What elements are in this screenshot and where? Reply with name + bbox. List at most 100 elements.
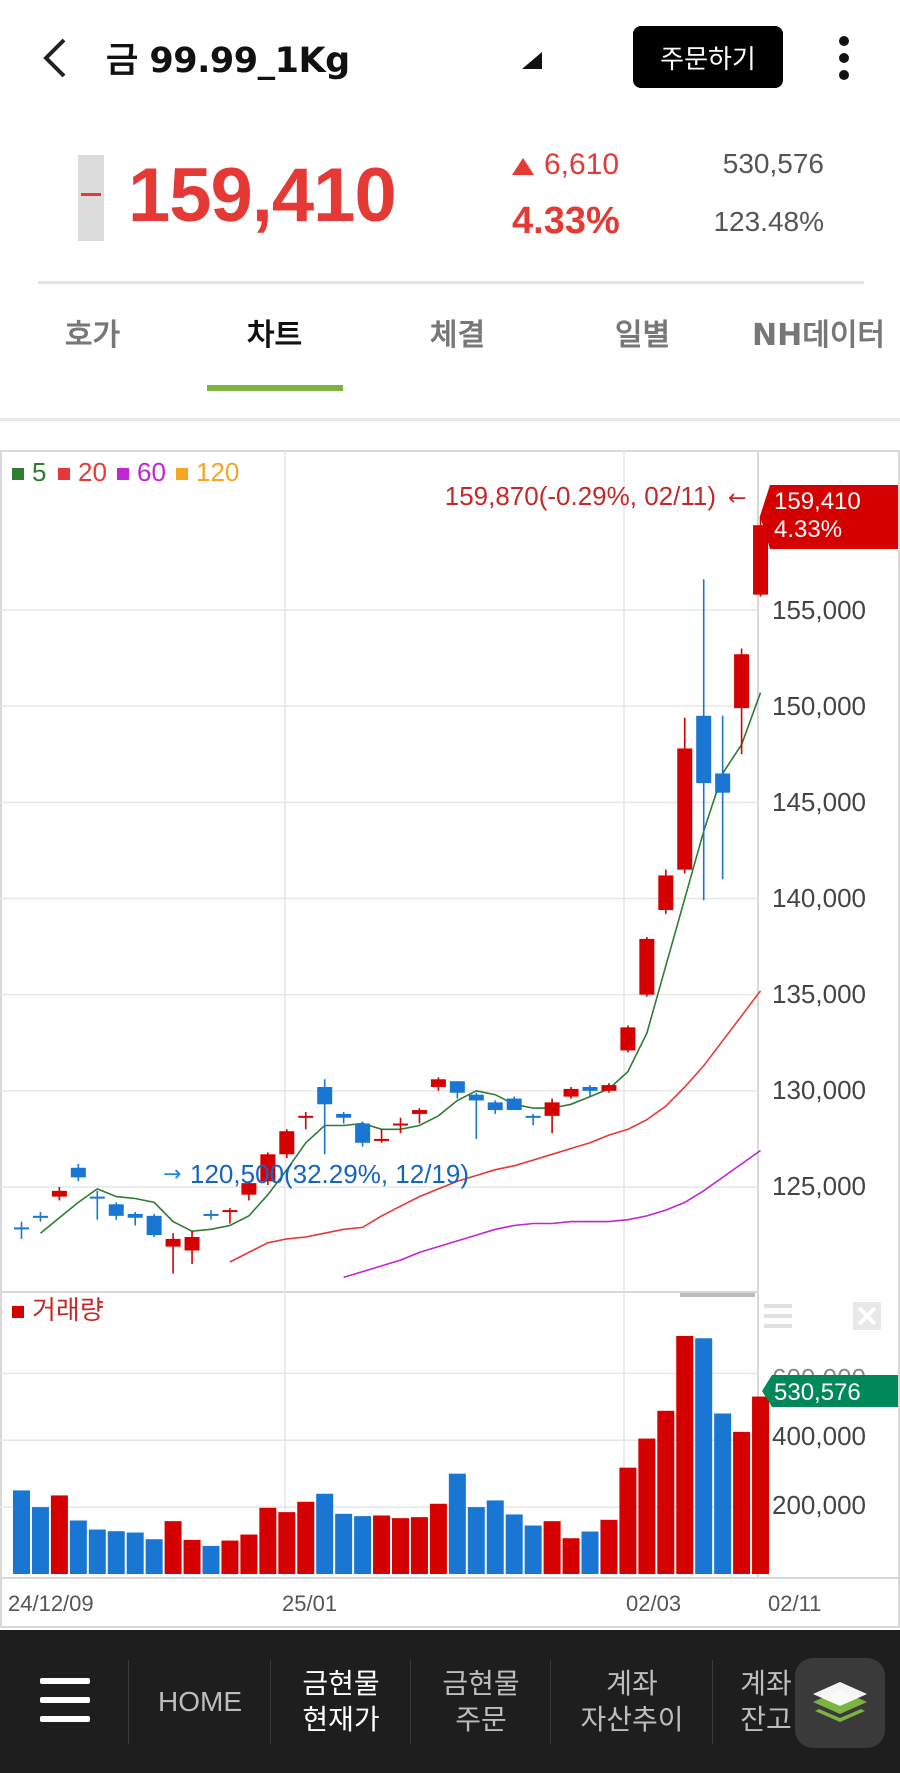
chart-legend: 5 20 60 120: [12, 457, 239, 487]
volume-pane-menu-icon[interactable]: [764, 1304, 792, 1328]
date-label: 24/12/09: [8, 1591, 94, 1616]
candlestick-chart-svg[interactable]: 5 20 60 120 159,870(-0.29%, 02/11) ← → 1…: [0, 450, 900, 1630]
high-arrow-icon: ←: [728, 486, 746, 511]
candle-body: [620, 1027, 636, 1051]
volume-legend-label: 거래량: [32, 1295, 104, 1325]
volume-bar: [733, 1431, 751, 1574]
divider: [38, 281, 864, 284]
volume-bar: [13, 1490, 30, 1574]
volume-bar: [107, 1531, 125, 1574]
current-price-tag: 159,410 4.33%: [760, 485, 898, 549]
volume-pane-close-icon[interactable]: [853, 1302, 881, 1330]
more-options-icon[interactable]: [836, 32, 854, 84]
tab-nh-data[interactable]: NH데이터: [752, 318, 886, 353]
candle-body: [146, 1215, 162, 1236]
candle-body: [184, 1237, 200, 1251]
nav-label-line1: 계좌: [606, 1667, 658, 1699]
volume-bar: [581, 1531, 599, 1574]
candle-body: [203, 1213, 219, 1216]
volume-bar: [69, 1520, 87, 1574]
nav-account-asset-trend[interactable]: 계좌 자산추이: [552, 1630, 712, 1773]
product-title[interactable]: 금 99.99_1Kg: [106, 41, 350, 81]
volume-bar: [335, 1513, 353, 1574]
volume-bar: [392, 1518, 409, 1574]
trading-volume: 530,576: [722, 148, 824, 179]
volume-bar: [31, 1507, 49, 1574]
order-button[interactable]: 주문하기: [633, 26, 783, 88]
nav-spot-gold-quote[interactable]: 금현물 현재가: [272, 1630, 410, 1773]
chart-gridlines: [0, 450, 758, 1578]
candle-body: [449, 1081, 465, 1093]
nav-label-line1: 금현물: [442, 1667, 520, 1699]
volume-bar: [410, 1517, 428, 1574]
candle-body: [601, 1085, 617, 1091]
volume-bar: [543, 1521, 561, 1574]
legend-ma60: 60: [137, 457, 166, 487]
ma60-line: [343, 1149, 761, 1279]
nav-divider: [128, 1660, 129, 1744]
volume-bar: [486, 1500, 504, 1574]
volume-bar: [50, 1495, 68, 1574]
tab-orderbook[interactable]: 호가: [64, 318, 121, 353]
candle-body: [696, 715, 712, 784]
current-price-tag-pct: 4.33%: [774, 516, 842, 543]
price-tick-label: 125,000: [772, 1171, 866, 1201]
candle-body: [677, 748, 693, 870]
nav-account-balance[interactable]: 계좌 잔고: [714, 1630, 818, 1773]
volume-bar: [505, 1514, 523, 1574]
tab-daily[interactable]: 일별: [614, 318, 671, 353]
legend-ma120: 120: [196, 457, 239, 487]
legend-swatch-ma20: [58, 468, 70, 480]
candle-body: [279, 1131, 295, 1155]
tab-chart[interactable]: 차트: [246, 318, 303, 353]
price-change: 6,610: [544, 148, 620, 181]
candle-body: [411, 1110, 427, 1114]
volume-bar: [467, 1507, 485, 1574]
volume-bar: [240, 1534, 258, 1574]
layers-icon[interactable]: [795, 1658, 885, 1748]
low-arrow-icon: →: [163, 1162, 181, 1187]
candle-body: [70, 1167, 86, 1178]
top-bar: 금 99.99_1Kg 주문하기: [0, 0, 900, 115]
price-change-percent: 4.33%: [512, 200, 620, 242]
price-tick-label: 150,000: [772, 691, 866, 721]
volume-legend-swatch: [12, 1306, 24, 1318]
date-label: 02/03: [626, 1591, 681, 1616]
candle-body: [658, 875, 674, 911]
candle-body: [544, 1102, 560, 1116]
high-annotation: 159,870(-0.29%, 02/11): [445, 481, 716, 511]
volume-bar: [202, 1545, 220, 1574]
candle-body: [127, 1213, 143, 1218]
candle-body: [108, 1204, 124, 1216]
date-label: 25/01: [282, 1591, 337, 1616]
candle-body: [165, 1238, 181, 1247]
volume-bar: [657, 1410, 675, 1574]
candle-body: [51, 1190, 67, 1197]
candle-body: [639, 938, 655, 995]
volume-bar: [164, 1521, 182, 1574]
back-arrow-icon[interactable]: [36, 30, 76, 86]
nav-label-line1: 계좌: [740, 1667, 792, 1699]
candle-body: [260, 1154, 276, 1182]
volume-bar: [373, 1515, 391, 1574]
volume-tag-value: 530,576: [774, 1379, 861, 1406]
price-axis: 155,000 150,000 145,000 140,000 135,000 …: [772, 595, 866, 1201]
candle-body: [393, 1123, 408, 1126]
dropdown-triangle-icon[interactable]: [522, 52, 542, 69]
volume-bar: [354, 1516, 372, 1574]
nav-label-line1: 금현물: [302, 1667, 380, 1699]
up-triangle-icon: [512, 158, 534, 175]
price-chart[interactable]: 5 20 60 120 159,870(-0.29%, 02/11) ← → 1…: [0, 450, 900, 1630]
current-price-tag-value: 159,410: [774, 488, 861, 515]
nav-spot-gold-order[interactable]: 금현물 주문: [412, 1630, 550, 1773]
candle-body: [715, 773, 731, 793]
chart-frame: [0, 450, 900, 1628]
volume-tick-label: 400,000: [772, 1421, 866, 1451]
nav-home[interactable]: HOME: [130, 1630, 270, 1773]
hamburger-menu-icon[interactable]: [40, 1678, 90, 1724]
candle-body: [753, 525, 769, 595]
tab-executions[interactable]: 체결: [429, 318, 486, 353]
candle-body: [525, 1115, 541, 1118]
ma20-line: [229, 990, 762, 1263]
divider: [0, 418, 900, 421]
